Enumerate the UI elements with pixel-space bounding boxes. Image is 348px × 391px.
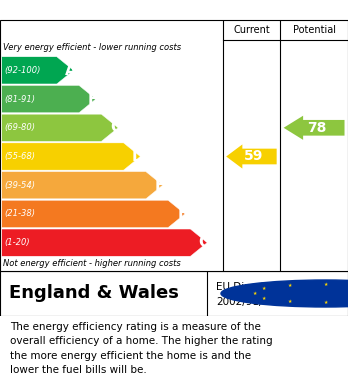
Text: ★: ★ — [323, 282, 327, 287]
Text: Potential: Potential — [293, 25, 335, 35]
Text: ★: ★ — [262, 287, 266, 291]
Polygon shape — [2, 172, 163, 199]
Text: (69-80): (69-80) — [4, 123, 35, 132]
Text: (39-54): (39-54) — [4, 181, 35, 190]
Text: Very energy efficient - lower running costs: Very energy efficient - lower running co… — [3, 43, 182, 52]
Text: ★: ★ — [262, 296, 266, 301]
Text: (21-38): (21-38) — [4, 210, 35, 219]
Text: EU Directive: EU Directive — [216, 282, 280, 292]
Polygon shape — [226, 144, 277, 169]
Polygon shape — [2, 114, 118, 142]
Text: ★: ★ — [252, 291, 256, 296]
Text: ★: ★ — [288, 299, 292, 304]
Text: (1-20): (1-20) — [4, 238, 30, 247]
Text: ★: ★ — [288, 283, 292, 288]
Text: England & Wales: England & Wales — [9, 285, 179, 303]
Text: C: C — [110, 120, 121, 135]
Text: (55-68): (55-68) — [4, 152, 35, 161]
Polygon shape — [2, 229, 207, 256]
Text: 78: 78 — [307, 121, 327, 135]
Text: E: E — [155, 178, 165, 193]
Text: ★: ★ — [323, 300, 327, 305]
Text: (81-91): (81-91) — [4, 95, 35, 104]
Text: (92-100): (92-100) — [4, 66, 41, 75]
Circle shape — [221, 280, 348, 307]
Polygon shape — [2, 57, 73, 84]
Polygon shape — [2, 200, 185, 228]
Text: 2002/91/EC: 2002/91/EC — [216, 298, 276, 307]
Text: F: F — [177, 206, 188, 221]
Text: A: A — [65, 63, 77, 78]
Polygon shape — [284, 116, 345, 140]
Text: Not energy efficient - higher running costs: Not energy efficient - higher running co… — [3, 260, 181, 269]
Text: 59: 59 — [244, 149, 263, 163]
Text: Energy Efficiency Rating: Energy Efficiency Rating — [9, 0, 211, 13]
Polygon shape — [2, 86, 96, 113]
Text: The energy efficiency rating is a measure of the
overall efficiency of a home. T: The energy efficiency rating is a measur… — [10, 322, 273, 375]
Text: G: G — [198, 235, 211, 250]
Text: D: D — [132, 149, 144, 164]
Text: Current: Current — [233, 25, 270, 35]
Text: B: B — [87, 91, 99, 107]
Polygon shape — [2, 143, 140, 170]
